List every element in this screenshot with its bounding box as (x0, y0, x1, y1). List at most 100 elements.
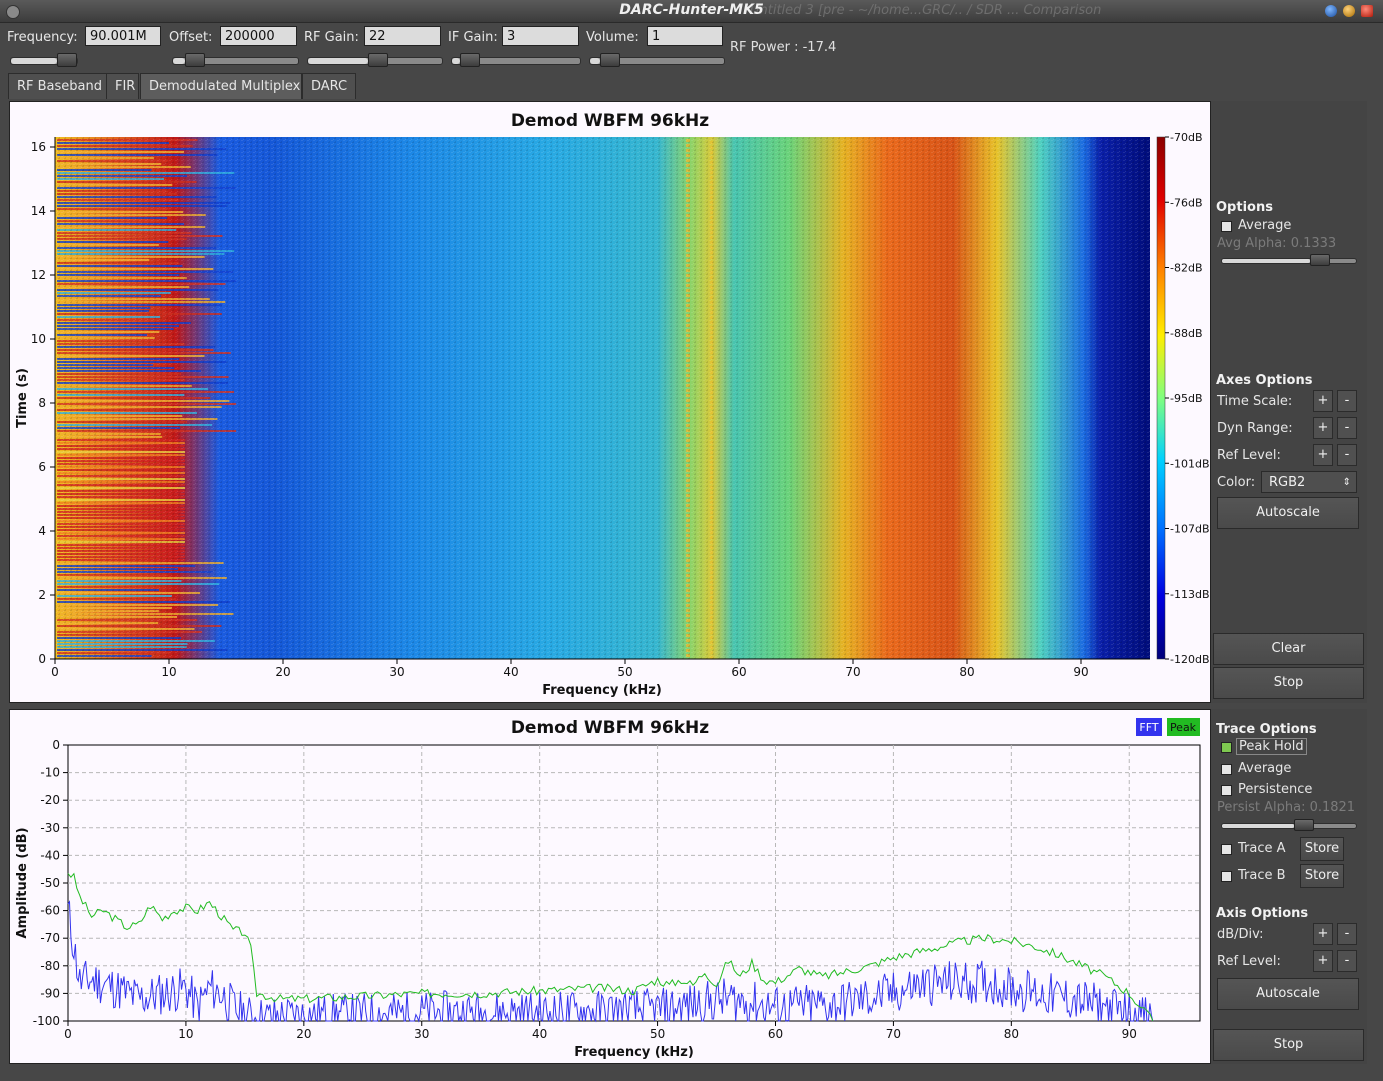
axes-options-group-title: Axes Options (1216, 373, 1313, 388)
trace-b-checkbox[interactable] (1221, 871, 1232, 882)
clear-button[interactable]: Clear (1213, 633, 1364, 665)
if-gain-label: IF Gain: (448, 30, 498, 45)
colorbar-tick-label: -70dB (1170, 131, 1203, 144)
persist-alpha-label: Persist Alpha: 0.1821 (1217, 800, 1356, 815)
legend-peak-label: Peak (1170, 721, 1197, 734)
volume-label: Volume: (586, 30, 639, 45)
spectrum-autoscale-button[interactable]: Autoscale (1217, 978, 1359, 1010)
trace-a-store-button[interactable]: Store (1300, 837, 1344, 861)
waterfall-x-tick-label: 80 (959, 665, 974, 679)
volume-input[interactable] (647, 26, 723, 46)
spectrum-x-tick-label: 90 (1122, 1027, 1137, 1041)
waterfall-x-tick-label: 10 (161, 665, 176, 679)
time-scale-minus-button[interactable]: - (1337, 390, 1357, 412)
time-scale-label: Time Scale: (1217, 394, 1293, 409)
spectrum-ref-level-label: Ref Level: (1217, 954, 1281, 969)
colorbar-axis: -70dB -76dB -82dB -88dB -95dB -101dB -107dB -11… (1165, 131, 1210, 666)
waterfall-x-axis: 0 10 20 30 40 50 60 70 80 90 (51, 659, 1089, 679)
dyn-range-label: Dyn Range: (1217, 421, 1293, 436)
waterfall-y-axis: 0 2 4 6 8 10 12 14 16 (31, 140, 55, 666)
legend-fft-swatch (1136, 718, 1162, 736)
trace-a-checkbox[interactable] (1221, 844, 1232, 855)
tab-darc[interactable]: DARC (302, 73, 356, 99)
rf-power-value: -17.4 (802, 40, 837, 55)
db-div-minus-button[interactable]: - (1337, 923, 1357, 945)
spectrum-y-tick-label: -30 (40, 821, 60, 835)
spectrum-average-label: Average (1238, 761, 1292, 776)
spectrum-x-tick-label: 20 (296, 1027, 311, 1041)
time-scale-plus-button[interactable]: + (1313, 390, 1333, 412)
ref-level-plus-button[interactable]: + (1313, 444, 1333, 466)
peak-hold-label: Peak Hold (1236, 738, 1307, 755)
legend-peak-swatch (1167, 718, 1200, 736)
colorbar-tick-label: -113dB (1170, 588, 1210, 601)
spectrum-y-tick-label: -90 (40, 986, 60, 1000)
close-icon[interactable] (1361, 5, 1373, 17)
tab-demodulated-multiplex[interactable]: Demodulated Multiplex (140, 73, 302, 99)
spectrum-title: Demod WBFM 96kHz (511, 718, 709, 738)
if-gain-input[interactable] (502, 26, 579, 46)
offset-input[interactable] (220, 26, 297, 46)
waterfall-x-label: Frequency (kHz) (542, 683, 662, 698)
waterfall-y-tick-label: 10 (31, 332, 46, 346)
db-div-plus-button[interactable]: + (1313, 923, 1333, 945)
persistence-checkbox[interactable] (1221, 785, 1232, 796)
window-title: DARC-Hunter-MK5 (619, 2, 764, 18)
colorbar-tick-label: -120dB (1170, 653, 1210, 666)
spectrum-stop-button[interactable]: Stop (1213, 1029, 1364, 1061)
minimize-icon[interactable] (1325, 5, 1337, 17)
persist-alpha-slider[interactable] (1221, 819, 1357, 831)
tab-rf-baseband[interactable]: RF Baseband (8, 73, 107, 99)
spectrum-x-label: Frequency (kHz) (574, 1045, 694, 1060)
waterfall-x-tick-label: 60 (731, 665, 746, 679)
waterfall-y-tick-label: 0 (38, 652, 46, 666)
colorbar-tick-label: -88dB (1170, 327, 1203, 340)
maximize-icon[interactable] (1343, 5, 1355, 17)
colorbar-tick-label: -101dB (1170, 457, 1210, 470)
waterfall-y-tick-label: 6 (38, 460, 46, 474)
waterfall-x-tick-label: 0 (51, 665, 59, 679)
spectrum-x-tick-label: 30 (414, 1027, 429, 1041)
dyn-range-plus-button[interactable]: + (1313, 417, 1333, 439)
avg-alpha-slider[interactable] (1221, 254, 1357, 266)
dyn-range-minus-button[interactable]: - (1337, 417, 1357, 439)
waterfall-y-tick-label: 14 (31, 204, 46, 218)
spectrum-average-checkbox[interactable] (1221, 764, 1232, 775)
window-menu-icon[interactable] (6, 5, 20, 19)
if-gain-slider[interactable] (451, 53, 581, 67)
series-lines (67, 872, 1154, 1023)
waterfall-x-tick-label: 20 (275, 665, 290, 679)
color-select[interactable]: RGB2 ⇕ (1261, 471, 1357, 493)
rf-gain-input[interactable] (364, 26, 441, 46)
volume-slider[interactable] (589, 53, 725, 67)
waterfall-y-tick-label: 2 (38, 588, 46, 602)
waterfall-x-tick-label: 30 (389, 665, 404, 679)
rf-power-readout: RF Power : -17.4 (730, 40, 836, 55)
trace-b-label: Trace B (1238, 868, 1286, 883)
spectrum-ref-level-minus-button[interactable]: - (1337, 950, 1357, 972)
rf-gain-slider[interactable] (307, 53, 443, 67)
waterfall-x-tick-label: 40 (503, 665, 518, 679)
waterfall-autoscale-button[interactable]: Autoscale (1217, 497, 1359, 529)
offset-slider[interactable] (172, 53, 299, 67)
options-group-title: Options (1216, 200, 1273, 215)
spectrum-x-tick-label: 60 (768, 1027, 783, 1041)
waterfall-x-tick-label: 90 (1073, 665, 1088, 679)
trace-b-store-button[interactable]: Store (1300, 864, 1344, 888)
ref-level-minus-button[interactable]: - (1337, 444, 1357, 466)
peak-hold-checkbox[interactable] (1221, 742, 1232, 753)
average-label: Average (1238, 218, 1292, 233)
frequency-slider[interactable] (10, 53, 78, 67)
waterfall-stop-button[interactable]: Stop (1213, 667, 1364, 699)
spectrum-x-tick-label: 70 (886, 1027, 901, 1041)
frequency-input[interactable] (85, 26, 161, 46)
spectrum-y-tick-label: -60 (40, 904, 60, 918)
average-checkbox[interactable] (1221, 221, 1232, 232)
legend: FFT Peak (1136, 718, 1200, 736)
spectrum-ref-level-plus-button[interactable]: + (1313, 950, 1333, 972)
waterfall-y-tick-label: 8 (38, 396, 46, 410)
spectrum-y-tick-label: -20 (40, 793, 60, 807)
tab-fir[interactable]: FIR (106, 73, 139, 99)
rf-gain-label: RF Gain: (304, 30, 359, 45)
spectrum-x-tick-label: 10 (178, 1027, 193, 1041)
